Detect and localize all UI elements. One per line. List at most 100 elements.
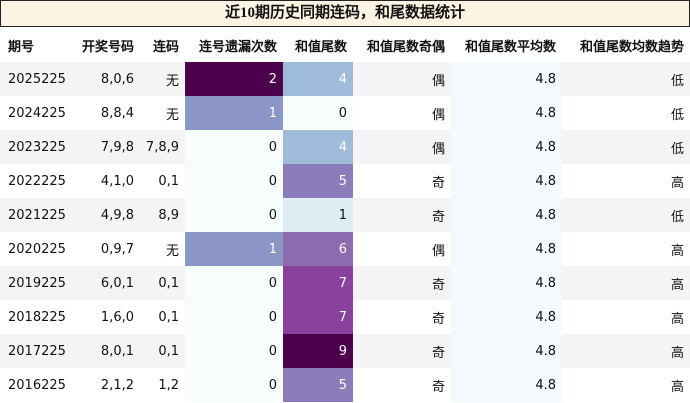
cell-trend: 低 (562, 198, 690, 232)
col-header-parity: 和值尾数奇偶 (353, 28, 451, 62)
cell-avg: 4.8 (451, 232, 562, 266)
cell-parity: 奇 (353, 266, 451, 300)
cell-trend: 低 (562, 62, 690, 96)
cell-tail: 5 (283, 368, 353, 402)
cell-miss-count: 0 (185, 368, 283, 402)
cell-lianma: 0,1 (140, 164, 185, 198)
cell-tail: 1 (283, 198, 353, 232)
table-title: 近10期历史同期连码，和尾数据统计 (0, 0, 690, 27)
cell-trend: 高 (562, 164, 690, 198)
cell-period: 2020225 (0, 232, 70, 266)
cell-parity: 奇 (353, 334, 451, 368)
table-row: 2024225 8,8,4 无 1 0 偶 4.8 低 (0, 96, 690, 130)
cell-numbers: 7,9,8 (70, 130, 140, 164)
header-row: 期号 开奖号码 连码 连号遗漏次数 和值尾数 和值尾数奇偶 和值尾数平均数 和值… (0, 28, 690, 62)
table-row: 2018225 1,6,0 0,1 0 7 奇 4.8 高 (0, 300, 690, 334)
cell-parity: 奇 (353, 368, 451, 402)
cell-avg: 4.8 (451, 198, 562, 232)
cell-trend: 高 (562, 232, 690, 266)
cell-lianma: 1,2 (140, 368, 185, 402)
cell-tail: 9 (283, 334, 353, 368)
cell-miss-count: 2 (185, 62, 283, 96)
cell-lianma: 无 (140, 62, 185, 96)
cell-trend: 高 (562, 334, 690, 368)
cell-miss-count: 0 (185, 266, 283, 300)
cell-lianma: 8,9 (140, 198, 185, 232)
cell-tail: 6 (283, 232, 353, 266)
table-row: 2020225 0,9,7 无 1 6 偶 4.8 高 (0, 232, 690, 266)
cell-miss-count: 0 (185, 198, 283, 232)
cell-period: 2021225 (0, 198, 70, 232)
col-header-period: 期号 (0, 28, 70, 62)
cell-period: 2023225 (0, 130, 70, 164)
col-header-numbers: 开奖号码 (70, 28, 140, 62)
cell-tail: 7 (283, 300, 353, 334)
table-row: 2016225 2,1,2 1,2 0 5 奇 4.8 高 (0, 368, 690, 402)
table-row: 2021225 4,9,8 8,9 0 1 奇 4.8 低 (0, 198, 690, 232)
col-header-lianma: 连码 (140, 28, 185, 62)
cell-miss-count: 0 (185, 334, 283, 368)
cell-miss-count: 0 (185, 130, 283, 164)
stats-table: 期号 开奖号码 连码 连号遗漏次数 和值尾数 和值尾数奇偶 和值尾数平均数 和值… (0, 28, 690, 402)
table-row: 2019225 6,0,1 0,1 0 7 奇 4.8 高 (0, 266, 690, 300)
cell-numbers: 4,1,0 (70, 164, 140, 198)
table-row: 2022225 4,1,0 0,1 0 5 奇 4.8 高 (0, 164, 690, 198)
cell-tail: 4 (283, 130, 353, 164)
cell-period: 2018225 (0, 300, 70, 334)
cell-numbers: 4,9,8 (70, 198, 140, 232)
cell-tail: 7 (283, 266, 353, 300)
cell-parity: 奇 (353, 300, 451, 334)
cell-miss-count: 1 (185, 96, 283, 130)
cell-avg: 4.8 (451, 334, 562, 368)
cell-period: 2025225 (0, 62, 70, 96)
cell-numbers: 8,0,1 (70, 334, 140, 368)
cell-tail: 0 (283, 96, 353, 130)
cell-parity: 偶 (353, 130, 451, 164)
cell-period: 2016225 (0, 368, 70, 402)
cell-parity: 奇 (353, 164, 451, 198)
cell-avg: 4.8 (451, 130, 562, 164)
cell-miss-count: 0 (185, 164, 283, 198)
cell-parity: 奇 (353, 198, 451, 232)
cell-trend: 低 (562, 130, 690, 164)
cell-miss-count: 1 (185, 232, 283, 266)
cell-parity: 偶 (353, 232, 451, 266)
cell-period: 2017225 (0, 334, 70, 368)
cell-lianma: 无 (140, 232, 185, 266)
col-header-tail: 和值尾数 (283, 28, 353, 62)
cell-trend: 高 (562, 300, 690, 334)
table-row: 2017225 8,0,1 0,1 0 9 奇 4.8 高 (0, 334, 690, 368)
cell-parity: 偶 (353, 96, 451, 130)
cell-trend: 低 (562, 96, 690, 130)
cell-avg: 4.8 (451, 368, 562, 402)
cell-lianma: 0,1 (140, 300, 185, 334)
cell-parity: 偶 (353, 62, 451, 96)
table-row: 2025225 8,0,6 无 2 4 偶 4.8 低 (0, 62, 690, 96)
col-header-avg: 和值尾数平均数 (451, 28, 562, 62)
cell-numbers: 2,1,2 (70, 368, 140, 402)
cell-avg: 4.8 (451, 266, 562, 300)
cell-trend: 高 (562, 266, 690, 300)
cell-trend: 高 (562, 368, 690, 402)
cell-numbers: 8,0,6 (70, 62, 140, 96)
cell-lianma: 0,1 (140, 266, 185, 300)
cell-numbers: 8,8,4 (70, 96, 140, 130)
cell-numbers: 0,9,7 (70, 232, 140, 266)
cell-tail: 4 (283, 62, 353, 96)
cell-period: 2022225 (0, 164, 70, 198)
col-header-miss-count: 连号遗漏次数 (185, 28, 283, 62)
cell-avg: 4.8 (451, 164, 562, 198)
cell-numbers: 6,0,1 (70, 266, 140, 300)
cell-period: 2019225 (0, 266, 70, 300)
cell-lianma: 无 (140, 96, 185, 130)
cell-avg: 4.8 (451, 62, 562, 96)
cell-numbers: 1,6,0 (70, 300, 140, 334)
table-body: 2025225 8,0,6 无 2 4 偶 4.8 低 2024225 8,8,4 无 1 0 偶 4.8 低… (0, 62, 690, 402)
cell-lianma: 0,1 (140, 334, 185, 368)
cell-lianma: 7,8,9 (140, 130, 185, 164)
cell-period: 2024225 (0, 96, 70, 130)
table-row: 2023225 7,9,8 7,8,9 0 4 偶 4.8 低 (0, 130, 690, 164)
cell-tail: 5 (283, 164, 353, 198)
cell-avg: 4.8 (451, 96, 562, 130)
